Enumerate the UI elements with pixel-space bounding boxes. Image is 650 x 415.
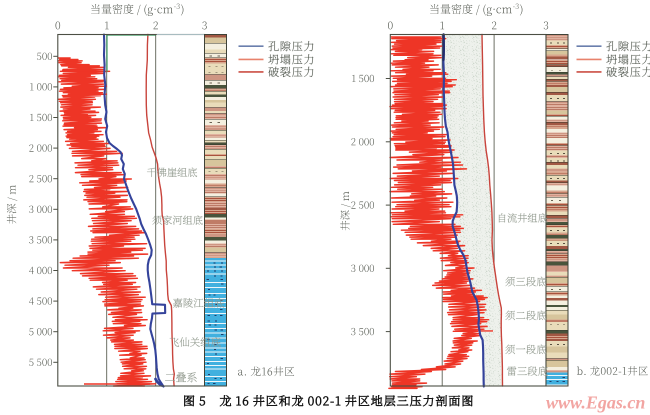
svg-text:www.Egas.cn: www.Egas.cn (546, 393, 645, 413)
